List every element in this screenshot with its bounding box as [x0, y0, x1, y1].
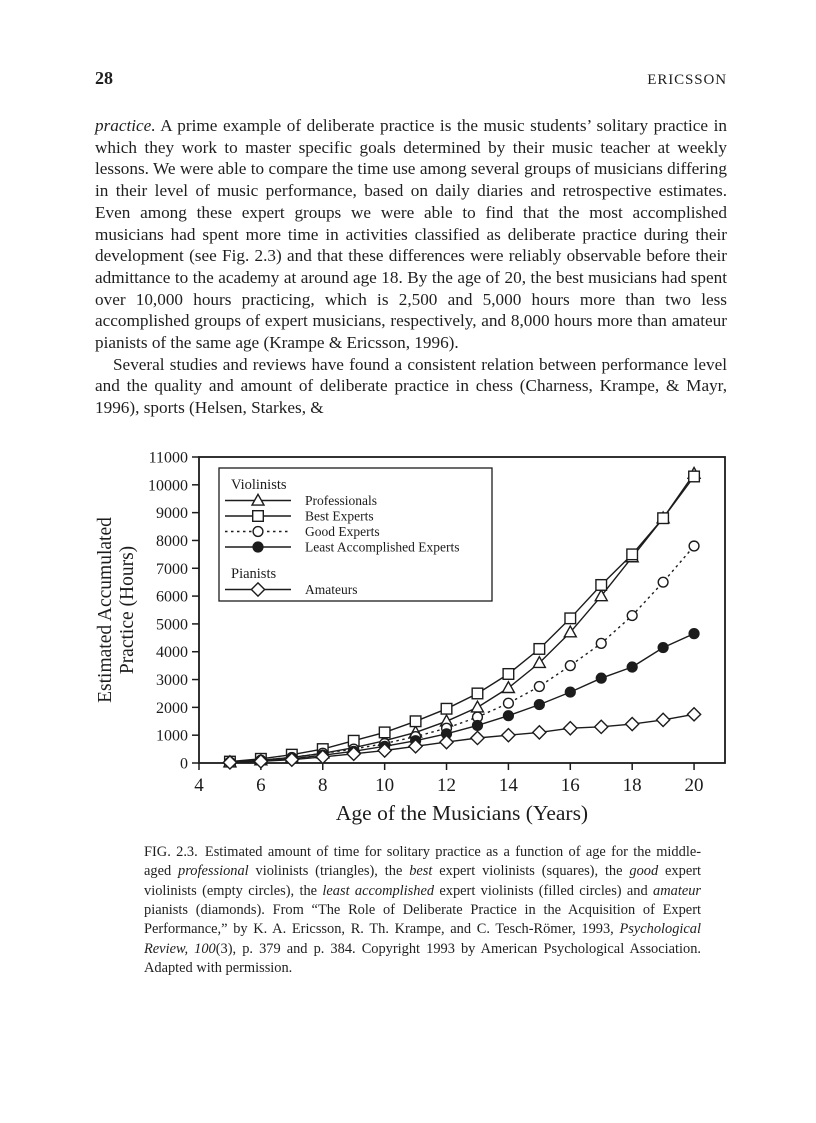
figure-2-3: 0 1000 2000 3000 4000 5000 6000 7000 8000 9000 100…	[95, 445, 727, 979]
legend-group-title: Violinists	[231, 477, 287, 493]
body-text: practice. A prime example of deliberate …	[95, 115, 727, 419]
caption-segment: expert violinists (squares), the	[432, 863, 630, 880]
practice-line-chart: 0 1000 2000 3000 4000 5000 6000 7000 8000 9000 100…	[95, 449, 726, 825]
svg-text:8000: 8000	[156, 533, 188, 550]
series-line-professionals	[229, 473, 695, 763]
legend-item-label: Least Accomplished Experts	[305, 539, 459, 554]
svg-text:1000: 1000	[156, 728, 188, 745]
svg-text:7000: 7000	[156, 561, 188, 578]
svg-text:11000: 11000	[149, 449, 188, 466]
caption-segment: least accomplished	[322, 882, 435, 899]
caption-segment: pianists (diamonds). From “The Role of D…	[144, 902, 701, 938]
svg-text:4: 4	[194, 775, 204, 796]
figure-caption: FIG. 2.3. Estimated amount of time for s…	[144, 843, 701, 979]
svg-text:3000: 3000	[156, 672, 188, 689]
svg-text:0: 0	[180, 755, 188, 772]
series-markers-least-accomplished-experts	[224, 627, 700, 768]
svg-text:10: 10	[375, 775, 394, 796]
caption-segment: Psychological Review, 100	[144, 921, 701, 957]
caption-segment: best	[409, 863, 433, 880]
series-line-least-accomplished-experts	[229, 632, 695, 763]
legend-item-label: Good Experts	[305, 524, 380, 539]
svg-text:20: 20	[685, 775, 704, 796]
svg-text:9000: 9000	[156, 505, 188, 522]
svg-text:2000: 2000	[156, 700, 188, 717]
caption-segment: (3), p. 379 and p. 384. Copyright 1993 b…	[144, 940, 702, 977]
paragraph-1-lead-italic: practice.	[95, 116, 156, 135]
series-line-amateurs	[229, 713, 695, 763]
page-number: 28	[95, 68, 113, 88]
svg-text:12: 12	[437, 775, 456, 796]
caption-segment: expert violinists (filled circles) and	[434, 882, 654, 899]
svg-text:18: 18	[623, 775, 642, 796]
svg-text:10000: 10000	[148, 477, 188, 494]
svg-text:6000: 6000	[156, 588, 188, 605]
svg-text:14: 14	[499, 775, 518, 796]
series-markers-amateurs	[222, 706, 702, 770]
paragraph-2-text: Several studies and reviews have found a…	[95, 354, 727, 418]
svg-text:6: 6	[256, 775, 266, 796]
y-axis-label: Practice (Hours)	[117, 546, 138, 674]
y-axis-label: Estimated Accumulated	[95, 517, 116, 703]
paragraph-1-text: A prime example of deliberate practice i…	[95, 116, 727, 353]
svg-text:8: 8	[318, 775, 328, 796]
caption-segment: violinists (triangles), the	[248, 863, 410, 880]
paragraph-1: practice. A prime example of deliberate …	[95, 115, 727, 354]
series-line-good-experts	[229, 545, 695, 763]
page-header: 28 ERICSSON	[95, 68, 727, 89]
book-page: 28 ERICSSON practice. A prime example of…	[95, 68, 727, 979]
running-head: ERICSSON	[647, 72, 727, 88]
series-line-best-experts	[229, 475, 695, 763]
caption-segment: expert violinists (empty circles), the	[144, 863, 701, 899]
legend-item-label: Amateurs	[305, 582, 357, 597]
caption-segment: FIG. 2.3. Estimated amount of time for s…	[144, 843, 701, 880]
legend-item-label: Professionals	[305, 493, 377, 508]
caption-segment: good	[629, 863, 659, 880]
x-axis-label: Age of the Musicians (Years)	[336, 801, 588, 825]
caption-segment: professional	[178, 863, 249, 880]
legend-item-label: Best Experts	[305, 508, 374, 523]
chart-axes: 0 1000 2000 3000 4000 5000 6000 7000 8000 9000 100…	[148, 449, 726, 796]
caption-segment: amateur	[653, 882, 701, 899]
svg-text:4000: 4000	[156, 644, 188, 661]
series-markers-good-experts	[224, 540, 700, 768]
svg-text:16: 16	[561, 775, 580, 796]
paragraph-2: Several studies and reviews have found a…	[95, 354, 727, 419]
series-markers-best-experts	[223, 470, 701, 768]
svg-text:5000: 5000	[156, 616, 188, 633]
legend-group-title: Pianists	[231, 566, 276, 582]
